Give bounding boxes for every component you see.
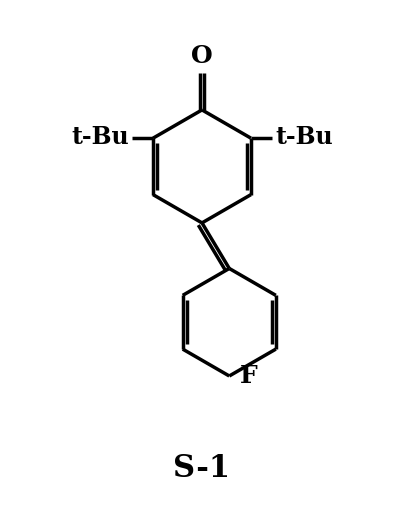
Text: t-Bu: t-Bu xyxy=(276,124,333,148)
Text: F: F xyxy=(240,364,258,388)
Text: t-Bu: t-Bu xyxy=(71,124,128,148)
Text: O: O xyxy=(191,44,213,68)
Text: S-1: S-1 xyxy=(173,453,231,484)
